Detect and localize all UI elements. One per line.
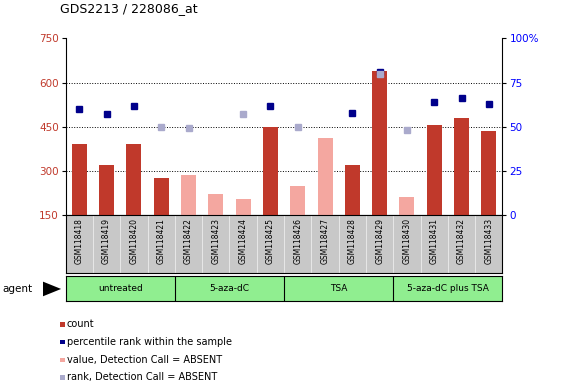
Text: TSA: TSA: [330, 285, 347, 293]
Text: GSM118418: GSM118418: [75, 218, 84, 264]
Text: 5-aza-dC plus TSA: 5-aza-dC plus TSA: [407, 285, 489, 293]
Text: percentile rank within the sample: percentile rank within the sample: [67, 337, 232, 347]
Text: GSM118419: GSM118419: [102, 218, 111, 264]
Polygon shape: [43, 281, 61, 296]
Bar: [427, 125, 442, 215]
Bar: [481, 131, 496, 215]
Text: GSM118431: GSM118431: [430, 218, 439, 264]
Text: GDS2213 / 228086_at: GDS2213 / 228086_at: [60, 2, 198, 15]
Text: untreated: untreated: [98, 285, 143, 293]
Text: count: count: [67, 319, 94, 329]
Bar: [99, 165, 114, 215]
Bar: [317, 139, 332, 215]
Text: GSM118433: GSM118433: [484, 218, 493, 264]
Text: GSM118427: GSM118427: [320, 218, 329, 264]
Bar: [181, 175, 196, 215]
Text: GSM118425: GSM118425: [266, 218, 275, 264]
Text: GSM118432: GSM118432: [457, 218, 466, 264]
Bar: [154, 178, 168, 215]
Bar: [345, 165, 360, 215]
Bar: [126, 144, 142, 215]
Text: GSM118423: GSM118423: [211, 218, 220, 264]
Bar: [454, 118, 469, 215]
Text: 5-aza-dC: 5-aza-dC: [210, 285, 250, 293]
Bar: [236, 199, 251, 215]
Bar: [290, 185, 305, 215]
Bar: [208, 194, 223, 215]
Text: GSM118422: GSM118422: [184, 218, 193, 264]
Text: GSM118428: GSM118428: [348, 218, 357, 264]
Bar: [372, 71, 387, 215]
Text: GSM118420: GSM118420: [130, 218, 138, 264]
Text: GSM118429: GSM118429: [375, 218, 384, 264]
Text: agent: agent: [3, 284, 33, 294]
Bar: [72, 144, 87, 215]
Text: GSM118421: GSM118421: [156, 218, 166, 264]
Text: GSM118424: GSM118424: [239, 218, 248, 264]
Bar: [263, 127, 278, 215]
Text: GSM118430: GSM118430: [403, 218, 412, 264]
Text: rank, Detection Call = ABSENT: rank, Detection Call = ABSENT: [67, 372, 217, 382]
Bar: [400, 197, 415, 215]
Text: value, Detection Call = ABSENT: value, Detection Call = ABSENT: [67, 354, 222, 364]
Text: GSM118426: GSM118426: [293, 218, 302, 264]
